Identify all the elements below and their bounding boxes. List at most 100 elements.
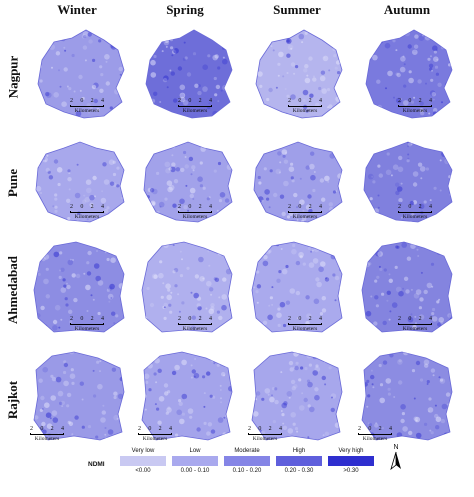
scale-tick: 4	[388, 426, 392, 432]
scale-bar-line	[178, 323, 212, 325]
scale-unit: Kilometers	[402, 214, 428, 220]
scale-tick: 2	[158, 426, 162, 432]
scale-bar: 2 0 2 4 Kilometers	[70, 204, 104, 220]
scale-tick: 0	[40, 426, 44, 432]
season-header-winter: Winter	[57, 2, 97, 17]
scale-tick: 2	[418, 98, 422, 104]
legend-swatch	[172, 456, 218, 466]
scale-tick: 4	[318, 204, 322, 210]
scale-tick: 2	[90, 204, 94, 210]
scale-tick: 4	[278, 426, 282, 432]
scale-tick: 0	[148, 426, 152, 432]
scale-tick: 2	[398, 98, 401, 104]
scale-unit: Kilometers	[402, 108, 428, 114]
ndmi-map-pune-autumn	[352, 126, 460, 231]
scale-tick: 0	[188, 98, 192, 104]
scale-tick: 2	[308, 204, 312, 210]
ndmi-map-rajkot-spring	[132, 340, 240, 445]
scale-tick: 0	[408, 316, 412, 322]
scale-unit: Kilometers	[182, 326, 208, 332]
ndmi-legend: NDMI Very low <0.00 Low 0.00 - 0.10 Moderate…	[86, 447, 376, 483]
ndmi-map-pune-spring	[132, 126, 240, 231]
legend-class-label: Very high	[338, 448, 364, 454]
scale-bar-line	[70, 323, 104, 325]
legend-class-range: 0.00 - 0.10	[180, 468, 210, 474]
ndmi-map-nagpur-summer	[242, 20, 350, 125]
scale-bar-line	[178, 105, 212, 107]
legend-class-range: 0.20 - 0.30	[284, 468, 314, 474]
scale-unit: Kilometers	[182, 108, 208, 114]
scale-tick: 0	[408, 204, 412, 210]
scale-tick: 0	[298, 98, 302, 104]
ndmi-map-ahmedabad-winter	[24, 232, 132, 337]
legend-class: Low 0.00 - 0.10	[170, 447, 220, 475]
scale-tick: 4	[318, 98, 322, 104]
scale-bar: 2 0 2 4 Kilometers	[178, 316, 212, 332]
scale-unit: Kilometers	[74, 214, 100, 220]
scale-tick: 2	[198, 204, 202, 210]
scale-tick: 2	[378, 426, 382, 432]
city-label-ahmedabad: Ahmedabad	[5, 256, 21, 324]
scale-tick: 2	[90, 98, 94, 104]
scale-tick: 2	[198, 316, 202, 322]
legend-class: High 0.20 - 0.30	[274, 447, 324, 475]
scale-tick: 2	[178, 316, 181, 322]
scale-bar-line	[398, 323, 432, 325]
scale-tick: 2	[358, 426, 361, 432]
scale-bar-line	[288, 105, 322, 107]
ndmi-map-pune-summer	[242, 126, 350, 231]
ndmi-map-rajkot-autumn	[352, 340, 460, 445]
scale-tick: 2	[70, 316, 73, 322]
legend-class-range: 0.10 - 0.20	[232, 468, 262, 474]
scale-bar: 2 0 2 4 Kilometers	[288, 316, 322, 332]
legend-class: Moderate 0.10 - 0.20	[222, 447, 272, 475]
city-label-pune: Pune	[5, 168, 21, 198]
scale-tick: 2	[268, 426, 272, 432]
scale-bar: 2 0 2 4 Kilometers	[398, 316, 432, 332]
legend-class-range: <0.00	[135, 468, 151, 474]
scale-bar-line	[288, 323, 322, 325]
scale-unit: Kilometers	[142, 436, 168, 442]
scale-tick: 2	[288, 98, 291, 104]
scale-bar-line	[398, 105, 432, 107]
scale-tick: 2	[418, 316, 422, 322]
scale-tick: 4	[208, 204, 212, 210]
scale-tick: 2	[178, 98, 181, 104]
scale-tick: 4	[208, 98, 212, 104]
scale-tick: 0	[80, 204, 84, 210]
scale-unit: Kilometers	[34, 436, 60, 442]
ndmi-map-ahmedabad-spring	[132, 232, 240, 337]
scale-bar-line	[70, 211, 104, 213]
scale-tick: 2	[70, 204, 73, 210]
scale-bar: 2 0 2 4 Kilometers	[288, 98, 322, 114]
scale-tick: 2	[138, 426, 141, 432]
scale-tick: 0	[368, 426, 372, 432]
legend-class-label: High	[292, 448, 306, 454]
legend-class: Very low <0.00	[118, 447, 168, 475]
scale-tick: 4	[208, 316, 212, 322]
legend-class-range: >0.30	[343, 468, 359, 474]
scale-tick: 2	[398, 316, 401, 322]
scale-bar-line	[248, 433, 282, 435]
scale-unit: Kilometers	[182, 214, 208, 220]
scale-unit: Kilometers	[292, 108, 318, 114]
scale-unit: Kilometers	[252, 436, 278, 442]
legend-swatch	[120, 456, 166, 466]
scale-tick: 2	[288, 204, 291, 210]
scale-tick: 2	[178, 204, 181, 210]
ndmi-map-ahmedabad-autumn	[352, 232, 460, 337]
scale-unit: Kilometers	[402, 326, 428, 332]
ndmi-map-nagpur-winter	[24, 20, 132, 125]
scale-tick: 4	[168, 426, 172, 432]
season-header-summer: Summer	[273, 2, 321, 17]
scale-bar-line	[178, 211, 212, 213]
north-arrow: N	[386, 444, 406, 474]
scale-bar-line	[70, 105, 104, 107]
scale-tick: 0	[408, 98, 412, 104]
ndmi-map-pune-winter	[24, 126, 132, 231]
season-header-autumn: Autumn	[383, 2, 431, 17]
scale-bar: 2 0 2 4 Kilometers	[70, 98, 104, 114]
scale-bar: 2 0 2 4 Kilometers	[70, 316, 104, 332]
scale-tick: 2	[198, 98, 202, 104]
scale-tick: 4	[428, 316, 432, 322]
